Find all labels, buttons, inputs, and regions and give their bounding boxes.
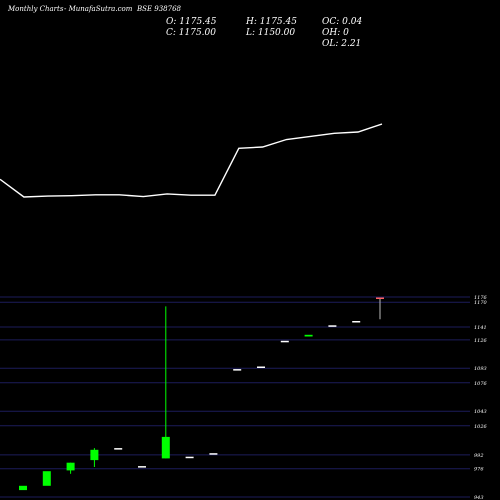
candle-body: [352, 321, 361, 323]
tick-label: 1126: [474, 338, 488, 344]
ohlc-oh: OH: 0: [322, 28, 349, 38]
tick-label: 1170: [474, 300, 488, 306]
tick-label: 1141: [474, 325, 487, 331]
line-panel: [0, 123, 383, 198]
tick-label: 1043: [474, 409, 487, 415]
header-title: Monthly Charts: [7, 5, 64, 13]
tick-label: 1176: [474, 295, 488, 301]
price-line: [0, 123, 383, 198]
tick-label: 943: [474, 495, 484, 500]
candle-body: [90, 449, 99, 461]
ohlc-ol: OL: 2.21: [322, 39, 361, 49]
ohlc-open: O: 1175.45: [166, 17, 217, 27]
candle-body: [233, 369, 242, 371]
tick-label: 1076: [474, 381, 488, 387]
candle-body: [328, 325, 337, 327]
tick-label: 976: [474, 467, 484, 473]
candle-body: [185, 456, 194, 459]
tick-label: 1026: [474, 424, 488, 430]
tick-label: 992: [474, 453, 484, 459]
candle-body: [209, 453, 218, 455]
ohlc-close: C: 1175.00: [166, 28, 216, 38]
header-site: - MunafaSutra.com: [64, 5, 133, 13]
candle-body: [19, 485, 27, 491]
candle-body: [376, 297, 384, 299]
candle-body: [138, 466, 146, 468]
candle-grid: [0, 296, 470, 498]
candle-body: [114, 448, 123, 450]
candle-body: [161, 436, 170, 459]
candle-body: [42, 471, 51, 486]
tick-label: 1093: [474, 366, 487, 372]
candle-panel: [19, 297, 384, 491]
candle-body: [66, 462, 75, 471]
candle-body: [257, 366, 265, 368]
candle-body: [304, 334, 313, 337]
candle-body: [280, 340, 289, 343]
ohlc-low: L: 1150.00: [245, 28, 295, 38]
ohlc-change: OC: 0.04: [322, 17, 362, 27]
ohlc-high: H: 1175.45: [245, 17, 297, 27]
header-symbol: BSE 938768: [136, 5, 182, 13]
